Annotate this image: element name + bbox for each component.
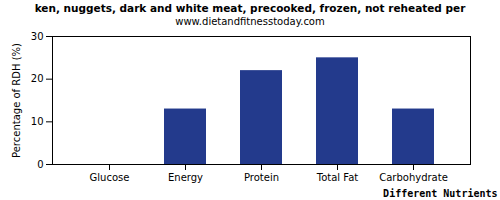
svg-text:Glucose: Glucose xyxy=(90,172,130,183)
html-text:www.dietandfitnesstoday.com: www.dietandfitnesstoday.com xyxy=(175,16,325,27)
svg-text:Different Nutrients: Different Nutrients xyxy=(383,188,497,199)
svg-text:Total Fat: Total Fat xyxy=(316,172,358,183)
svg-text:0: 0 xyxy=(37,159,43,170)
svg-text:Carbohydrate: Carbohydrate xyxy=(379,172,448,183)
svg-text:10: 10 xyxy=(31,116,44,127)
html-text:ken, nuggets, dark and white m: ken, nuggets, dark and white meat, preco… xyxy=(34,2,466,14)
svg-text:Protein: Protein xyxy=(244,172,279,183)
svg-text:30: 30 xyxy=(31,31,44,42)
svg-text:20: 20 xyxy=(31,73,44,84)
svg-text:Percentage of RDH (%): Percentage of RDH (%) xyxy=(11,43,22,158)
svg-text:Energy: Energy xyxy=(168,172,203,183)
